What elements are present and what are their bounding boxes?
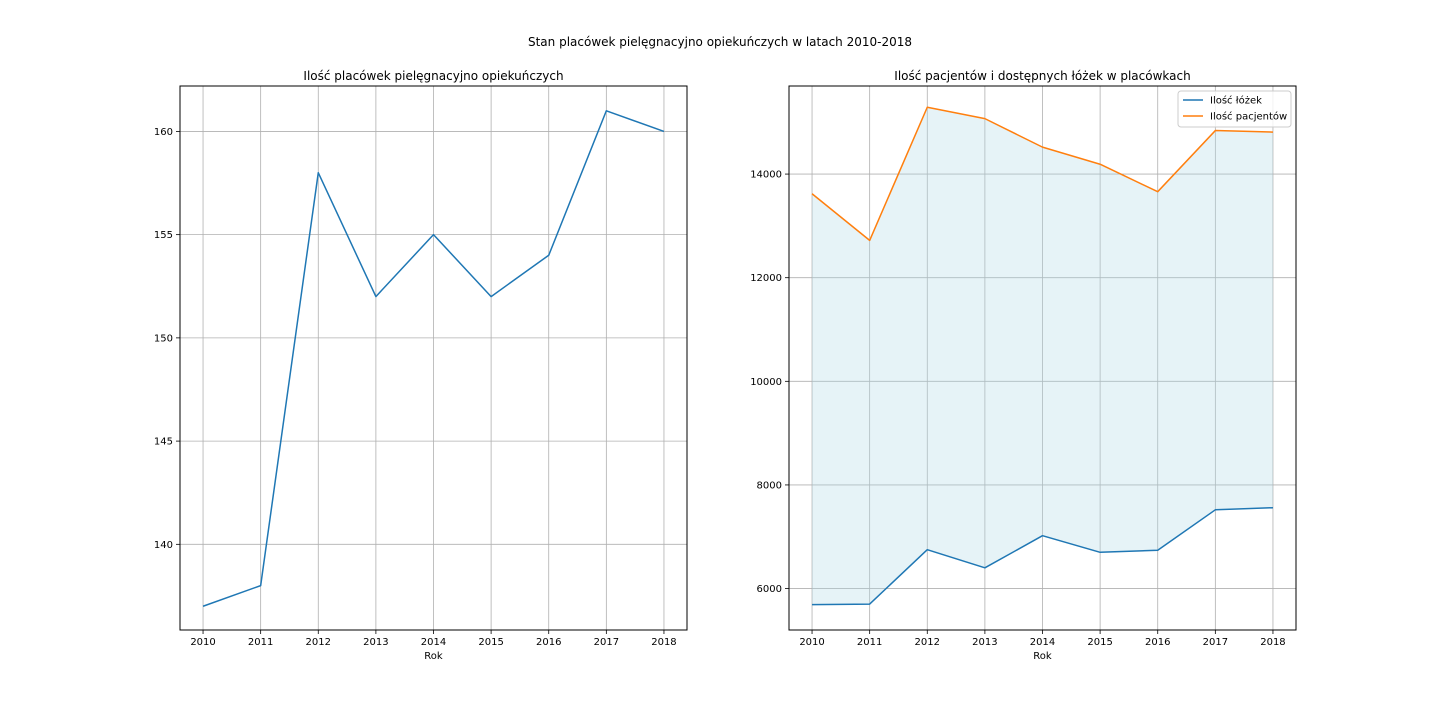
left-chart-xtick-label: 2014 <box>421 637 446 648</box>
right-chart-xtick-label: 2017 <box>1203 637 1228 648</box>
right-chart: Ilość pacjentów i dostępnych łóżek w pla… <box>750 69 1297 662</box>
figure-suptitle: Stan placówek pielęgnacyjno opiekuńczych… <box>528 35 912 49</box>
right-chart-ytick-label: 14000 <box>750 170 782 181</box>
legend-label-0: Ilość łóżek <box>1210 95 1262 107</box>
left-chart-ytick-label: 140 <box>154 540 173 551</box>
right-chart-lines <box>811 106 1273 606</box>
right-chart-xtick-label: 2016 <box>1145 637 1170 648</box>
right-chart-xtick-label: 2015 <box>1087 637 1112 648</box>
left-chart-xtick-label: 2015 <box>478 637 503 648</box>
right-chart-grid <box>789 86 1296 630</box>
right-chart-xtick-label: 2012 <box>915 637 940 648</box>
left-chart: Ilość placówek pielęgnacyjno opiekuńczyc… <box>154 69 688 662</box>
right-chart-xtick-label: 2011 <box>857 637 882 648</box>
legend-label-1: Ilość pacjentów <box>1210 111 1287 123</box>
left-chart-xtick-label: 2013 <box>363 637 388 648</box>
right-chart-series-line-0 <box>812 506 1273 606</box>
left-chart-xtick-label: 2017 <box>594 637 619 648</box>
left-chart-ytick-label: 145 <box>154 437 173 448</box>
right-chart-xtick-label: 2018 <box>1260 637 1285 648</box>
left-chart-xtick-label: 2018 <box>651 637 676 648</box>
right-chart-ticks: 2010 2011 2012 2013 2014 2015 2016 2017 2018 6000… <box>750 170 1285 648</box>
right-chart-title: Ilość pacjentów i dostępnych łóżek w pla… <box>894 69 1190 83</box>
right-chart-series-line-1 <box>811 106 1273 242</box>
right-chart-ytick-label: 8000 <box>757 480 782 491</box>
left-chart-xlabel: Rok <box>424 651 443 662</box>
left-chart-ytick-label: 155 <box>154 230 173 241</box>
right-chart-fill <box>812 107 1273 605</box>
right-chart-xtick-label: 2010 <box>799 637 824 648</box>
left-chart-ytick-label: 160 <box>154 127 173 138</box>
legend-box <box>1177 90 1292 128</box>
left-chart-title: Ilość placówek pielęgnacyjno opiekuńczyc… <box>303 69 563 83</box>
right-chart-xtick-label: 2013 <box>972 637 997 648</box>
left-chart-ticks: 2010 2011 2012 2013 2014 2015 2016 2017 2018 140 1… <box>154 127 677 648</box>
left-chart-ytick-label: 150 <box>154 333 173 344</box>
left-chart-xtick-label: 2010 <box>190 637 215 648</box>
left-chart-lines <box>202 110 665 607</box>
right-chart-fill-area <box>812 107 1273 605</box>
left-chart-grid <box>180 86 687 630</box>
right-chart-xlabel: Rok <box>1033 651 1052 662</box>
left-chart-xtick-label: 2012 <box>306 637 331 648</box>
right-chart-ytick-label: 10000 <box>750 377 782 388</box>
right-chart-xtick-label: 2014 <box>1030 637 1055 648</box>
left-chart-xtick-label: 2016 <box>536 637 561 648</box>
right-chart-legend: Ilość łóżek Ilość pacjentów <box>1177 90 1292 128</box>
right-chart-ytick-label: 12000 <box>750 273 782 284</box>
left-chart-series-line-0 <box>202 110 665 607</box>
left-chart-xtick-label: 2011 <box>248 637 273 648</box>
right-chart-ytick-label: 6000 <box>757 584 782 595</box>
